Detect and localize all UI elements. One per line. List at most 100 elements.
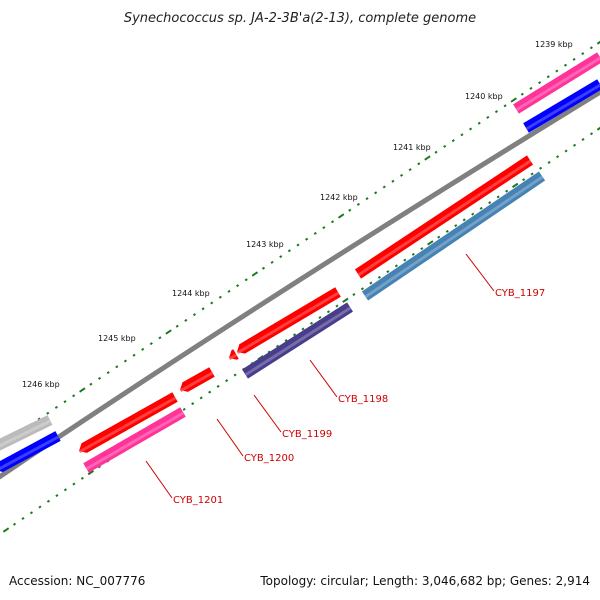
genome-summary-text: Topology: circular; Length: 3,046,682 bp…: [260, 574, 590, 588]
inner-tick-mark: [12, 522, 17, 526]
outer-tick-mark: [408, 168, 412, 172]
outer-tick-mark: [391, 179, 395, 183]
inner-tick-mark: [191, 402, 195, 406]
outer-tick-mark: [460, 133, 464, 137]
inner-tick-mark: [2, 527, 10, 533]
outer-tick-mark: [581, 52, 585, 56]
inner-tick-mark: [97, 465, 101, 469]
inner-tick-mark: [369, 281, 373, 285]
inner-tick-mark: [454, 224, 458, 228]
inner-tick-mark: [539, 166, 543, 170]
gene-callout-line: [465, 253, 495, 292]
scale-label: 1240 kbp: [465, 92, 503, 101]
inner-tick-mark: [46, 499, 50, 503]
gene-label[interactable]: CYB_1197: [495, 288, 545, 299]
outer-tick-mark: [79, 387, 86, 393]
outer-tick-mark: [305, 237, 309, 241]
outer-tick-mark: [555, 69, 559, 73]
inner-tick-track: [2, 126, 600, 533]
cds-feature-CYB_1201-outer[interactable]: [78, 392, 178, 454]
outer-tick-mark: [348, 208, 352, 212]
inner-tick-mark: [275, 344, 280, 348]
outer-tick-mark: [192, 313, 197, 317]
scale-label: 1243 kbp: [246, 240, 284, 249]
outer-tick-mark: [417, 162, 421, 166]
inner-tick-mark: [505, 189, 509, 193]
gene-label[interactable]: CYB_1200: [244, 453, 294, 464]
outer-tick-mark: [434, 150, 438, 154]
gene-callout-line: [216, 418, 244, 457]
gene-label[interactable]: CYB_1199: [282, 429, 332, 440]
inner-tick-mark: [496, 195, 500, 199]
outer-tick-mark: [115, 365, 119, 369]
inner-tick-mark: [342, 297, 349, 303]
cds-feature-CYB_1198-inner[interactable]: [242, 302, 353, 379]
outer-tick-mark: [218, 295, 222, 299]
inner-tick-mark: [488, 201, 492, 205]
outer-tick-mark: [424, 155, 431, 161]
outer-tick-mark: [572, 57, 576, 61]
cds-feature-CYB_1200-outer[interactable]: [179, 367, 215, 393]
outer-tick-mark: [494, 110, 499, 114]
inner-tick-mark: [445, 229, 449, 233]
cds-feature-CYB_1197-outer[interactable]: [354, 155, 534, 279]
outer-tick-mark: [236, 284, 240, 288]
cds-feature-left-blue[interactable]: [0, 431, 61, 472]
inner-tick-mark: [216, 384, 220, 388]
inner-tick-mark: [87, 469, 95, 476]
inner-tick-mark: [581, 137, 585, 141]
inner-tick-mark: [564, 149, 568, 153]
inner-tick-mark: [335, 304, 339, 308]
inner-tick-mark: [572, 143, 577, 147]
inner-tick-mark: [589, 132, 594, 136]
inner-tick-mark: [427, 240, 434, 246]
inner-tick-mark: [199, 396, 203, 400]
outer-tick-mark: [510, 97, 517, 103]
outer-tick-mark: [538, 81, 542, 85]
outer-tick-mark: [97, 376, 102, 380]
outer-tick-mark: [89, 382, 93, 386]
inner-tick-mark: [479, 206, 483, 210]
inner-tick-mark: [386, 270, 390, 274]
cds-feature-upper-right-pink[interactable]: [513, 52, 600, 114]
cds-feature-CYB_1201-inner[interactable]: [83, 407, 186, 473]
cds-feature-CYB_1197-inner[interactable]: [361, 171, 546, 301]
outer-tick-mark: [244, 278, 248, 282]
outer-tick-mark: [287, 249, 291, 253]
outer-tick-track: [3, 40, 600, 444]
outer-tick-mark: [227, 289, 231, 293]
outer-tick-mark: [210, 301, 214, 305]
inner-tick-mark: [309, 321, 314, 325]
outer-tick-mark: [374, 191, 378, 195]
outer-tick-mark: [106, 371, 110, 375]
gene-label[interactable]: CYB_1198: [338, 394, 388, 405]
outer-tick-mark: [201, 307, 205, 311]
cds-feature-CYB_1198-outer[interactable]: [236, 287, 341, 355]
scale-label: 1246 kbp: [22, 380, 60, 389]
cds-feature-left-grey[interactable]: [0, 415, 53, 452]
outer-tick-mark: [158, 336, 162, 340]
outer-tick-mark: [279, 255, 283, 259]
gene-callout-line: [309, 359, 338, 398]
outer-tick-mark: [399, 173, 404, 177]
gene-label[interactable]: CYB_1201: [173, 495, 223, 506]
scale-label: 1239 kbp: [535, 40, 573, 49]
outer-tick-mark: [451, 139, 455, 143]
outer-tick-mark: [37, 417, 41, 421]
scale-label: 1244 kbp: [172, 289, 210, 298]
cds-feature-CYB_1199-outer[interactable]: [228, 349, 239, 361]
inner-tick-mark: [596, 126, 600, 131]
outer-tick-mark: [589, 46, 593, 50]
inner-tick-mark: [267, 350, 271, 354]
gene-callout-line: [145, 460, 173, 499]
outer-tick-mark: [123, 359, 127, 363]
inner-tick-mark: [547, 160, 551, 164]
outer-tick-mark: [63, 400, 67, 404]
inner-tick-mark: [38, 505, 42, 509]
genome-backbone: [0, 89, 600, 480]
cds-feature-upper-right-blue[interactable]: [523, 79, 600, 133]
outer-tick-mark: [149, 342, 153, 346]
inner-tick-mark: [182, 407, 186, 411]
inner-tick-mark: [522, 178, 526, 182]
